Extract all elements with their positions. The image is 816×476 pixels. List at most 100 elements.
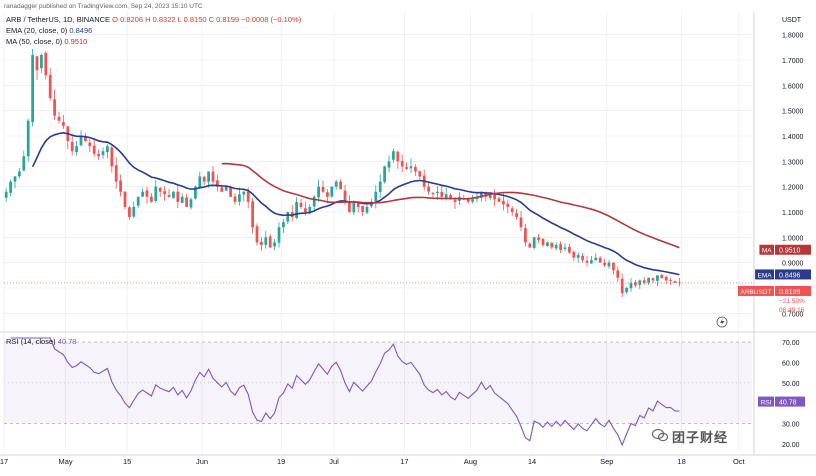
ma-axis-label-tag-box: [759, 244, 774, 255]
candle-body: [629, 282, 633, 289]
candle: [590, 255, 593, 264]
candle-body: [537, 237, 540, 240]
candle-body: [431, 192, 435, 195]
candle: [559, 241, 562, 254]
candle: [493, 189, 496, 207]
time-tick-label: 15: [123, 457, 131, 466]
candle-body: [387, 161, 391, 168]
candle-body: [101, 151, 105, 156]
candle-body: [207, 171, 210, 182]
candle-body: [180, 196, 184, 203]
candle-body: [216, 180, 219, 187]
candle: [678, 277, 681, 287]
candle-body: [576, 255, 580, 258]
candle-body: [638, 280, 642, 285]
candle-body: [317, 186, 320, 198]
ema-axis-label: EMA 0.8496: [755, 269, 811, 280]
candle: [334, 179, 338, 190]
candle-body: [510, 208, 514, 212]
time-tick-label: May: [59, 457, 73, 466]
candle-body: [4, 191, 8, 198]
time-tick-label: 19: [277, 457, 285, 466]
rsi-value: 40.78: [57, 337, 77, 346]
candle-body: [598, 257, 602, 263]
candle: [290, 205, 294, 222]
candle-body: [264, 237, 268, 245]
candle-body: [282, 222, 285, 228]
time-tick-label: 14: [528, 457, 536, 466]
price-unit-label: USDT: [782, 17, 802, 24]
ma-50-line: [221, 162, 680, 249]
candle: [31, 48, 34, 127]
ma-indicator-legend[interactable]: MA (50, close, 0) 0.9510: [6, 37, 87, 46]
candle: [180, 193, 184, 204]
candle: [427, 181, 430, 195]
candle-body: [572, 251, 576, 258]
candle: [629, 278, 633, 292]
candle: [537, 233, 540, 244]
candle: [106, 144, 109, 159]
symbol-label: ARB / TetherUS, 1D, BINANCE: [6, 15, 111, 24]
candle-body: [374, 191, 378, 202]
candle: [515, 208, 518, 220]
lightning-icon-bolt: [720, 318, 725, 326]
candle: [273, 238, 276, 251]
candle-body: [515, 213, 518, 218]
candle-body: [502, 200, 505, 205]
candle-body: [255, 226, 259, 243]
ma-axis-label-value-box: [775, 244, 811, 255]
time-tick-label: 18: [677, 457, 685, 466]
candle-body: [409, 166, 413, 169]
candle-body: [326, 192, 329, 197]
candle: [62, 114, 65, 130]
ma-value: 0.9510: [64, 37, 88, 46]
candle: [268, 233, 272, 248]
ema-axis-label-value-box: [775, 269, 811, 280]
candle: [387, 155, 391, 173]
candle-body: [224, 186, 228, 191]
candle: [145, 186, 149, 204]
candle: [374, 185, 378, 209]
candle-body: [304, 208, 307, 212]
candle-body: [106, 146, 109, 153]
lightning-icon-circle: [716, 316, 728, 328]
candle-body: [35, 56, 39, 71]
candle: [75, 140, 78, 156]
candle: [44, 50, 48, 80]
candle-body: [172, 191, 175, 199]
candle-body: [13, 176, 17, 182]
candle: [656, 275, 659, 287]
time-tick-label: Oct: [733, 457, 746, 466]
ma-axis-label-tag: MA: [762, 248, 772, 255]
candle: [114, 157, 118, 189]
price-axis-label-value-box: [775, 285, 811, 296]
candle: [282, 219, 285, 234]
candle: [581, 253, 584, 263]
candle: [123, 191, 127, 210]
rsi-tick-label: 50.00: [782, 381, 800, 388]
rsi-pane: [4, 337, 752, 447]
symbol-header[interactable]: ARB / TetherUS, 1D, BINANCE O 0.8206 H 0…: [6, 15, 301, 24]
candle-body: [246, 191, 250, 202]
candle: [79, 130, 83, 147]
rsi-indicator-legend[interactable]: RSI (14, close) 40.78: [6, 337, 76, 346]
candle-body: [110, 147, 114, 167]
candle-body: [128, 207, 131, 218]
candle: [326, 189, 329, 204]
candle-body: [198, 176, 202, 189]
candle-body: [466, 199, 470, 202]
candle-body: [150, 196, 153, 202]
candle-body: [594, 257, 598, 261]
candle: [242, 190, 246, 202]
candle: [154, 179, 158, 203]
price-axis-label-tag: ARBUSDT: [740, 289, 771, 296]
candle: [158, 186, 162, 198]
candle-body: [524, 228, 527, 243]
ema-indicator-legend[interactable]: EMA (20, close, 0) 0.8496: [6, 26, 92, 35]
candle-body: [590, 260, 593, 264]
candle: [576, 252, 580, 263]
candle: [18, 168, 21, 179]
time-tick-label: Jun: [196, 457, 208, 466]
